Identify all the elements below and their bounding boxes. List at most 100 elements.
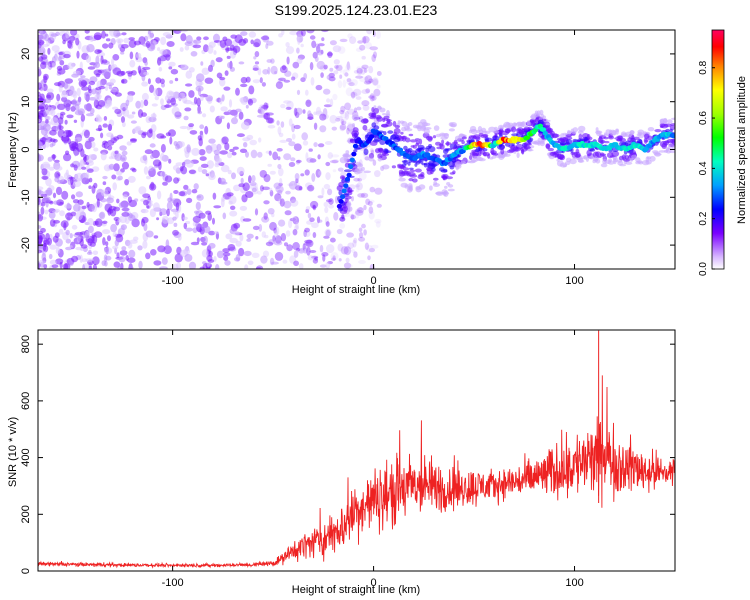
speckle-mark [293, 124, 301, 130]
speckle-mark [85, 155, 94, 164]
speckle-mark [321, 37, 325, 42]
speckle-mark [363, 204, 367, 211]
speckle-mark [259, 170, 267, 178]
speckle-mark [331, 126, 337, 131]
speckle-mark [312, 258, 319, 264]
speckle-mark [278, 182, 283, 187]
speckle-mark [38, 197, 41, 206]
ridge-cloud-mark [392, 120, 397, 127]
speckle-mark [94, 93, 102, 101]
ridge-cloud-mark [427, 136, 433, 142]
speckle-mark [353, 107, 358, 113]
speckle-mark [288, 141, 296, 147]
speckle-mark [233, 184, 241, 192]
speckle-mark [355, 209, 364, 216]
speckle-mark [43, 75, 48, 84]
speckle-mark [179, 30, 188, 33]
speckle-mark [40, 44, 45, 53]
ridge-cloud-mark [422, 157, 428, 162]
speckle-mark [231, 117, 238, 125]
speckle-mark [201, 169, 208, 175]
speckle-mark [83, 153, 87, 163]
speckle-mark [57, 103, 66, 111]
speckle-mark [291, 216, 297, 222]
speckle-mark [199, 95, 204, 102]
ridge-cloud-mark [501, 155, 506, 159]
ridge-cloud-mark [658, 150, 666, 153]
speckle-mark [320, 49, 324, 55]
speckle-mark [188, 123, 195, 128]
speckle-mark [259, 104, 267, 108]
speckle-mark [314, 256, 318, 261]
ridge-cloud-mark [574, 151, 581, 158]
speckle-mark [275, 81, 283, 89]
speckle-mark [227, 244, 236, 251]
speckle-mark [278, 219, 286, 227]
ridge-cloud-mark [666, 119, 673, 124]
speckle-mark [290, 196, 296, 204]
speckle-mark [368, 65, 374, 74]
speckle-mark [231, 172, 236, 180]
speckle-mark [315, 168, 321, 178]
speckle-mark [293, 260, 299, 267]
ridge-cloud-mark [518, 130, 525, 135]
speckle-mark [213, 256, 217, 262]
speckle-mark [107, 145, 113, 151]
speckle-mark [318, 170, 322, 176]
speckle-mark [114, 108, 122, 114]
ridge-cloud-mark [398, 177, 406, 182]
ridge-cloud-mark [414, 168, 422, 173]
speckle-mark [112, 245, 119, 250]
speckle-mark [183, 115, 189, 121]
ridge-cloud-mark [545, 143, 551, 149]
speckle-mark [222, 212, 227, 220]
speckle-mark [284, 210, 292, 216]
speckle-mark [195, 201, 201, 211]
speckle-mark [51, 264, 59, 269]
speckle-mark [168, 61, 176, 67]
speckle-mark [310, 200, 319, 209]
speckle-mark [350, 214, 357, 220]
speckle-mark [247, 260, 254, 266]
speckle-mark [363, 80, 372, 85]
speckle-mark [172, 165, 180, 171]
speckle-mark [184, 45, 190, 51]
speckle-mark [145, 40, 151, 49]
speckle-mark [279, 139, 288, 143]
speckle-mark [121, 44, 129, 49]
speckle-mark [376, 84, 381, 89]
speckle-mark [38, 249, 43, 254]
speckle-mark [221, 136, 229, 145]
ridge-cloud-mark [362, 124, 368, 131]
speckle-mark [260, 255, 268, 264]
ridge-cloud-mark [409, 139, 417, 143]
speckle-mark [250, 39, 254, 45]
speckle-mark [130, 138, 137, 143]
speckle-mark [135, 52, 142, 59]
ridge-cloud-mark [387, 130, 394, 134]
speckle-mark [166, 201, 173, 211]
speckle-mark [307, 110, 312, 118]
speckle-mark [205, 95, 213, 102]
speckle-mark [301, 132, 309, 141]
y-tick-label: 400 [20, 448, 32, 466]
speckle-mark [209, 105, 215, 113]
speckle-mark [119, 145, 127, 151]
ridge-cloud-mark [372, 139, 380, 143]
ridge-cloud-mark [407, 162, 411, 166]
speckle-mark [297, 34, 303, 38]
speckle-mark [286, 138, 293, 142]
speckle-mark [314, 56, 319, 62]
ridge-cloud-mark [453, 139, 458, 145]
speckle-mark [80, 114, 86, 122]
speckle-mark [368, 206, 374, 214]
speckle-mark [105, 241, 109, 247]
speckle-mark [226, 122, 230, 130]
speckle-mark [319, 113, 327, 121]
speckle-mark [191, 189, 198, 194]
speckle-mark [152, 159, 162, 167]
ridge-cloud-mark [503, 124, 507, 128]
ridge-cloud-mark [397, 120, 401, 124]
speckle-mark [266, 40, 274, 46]
